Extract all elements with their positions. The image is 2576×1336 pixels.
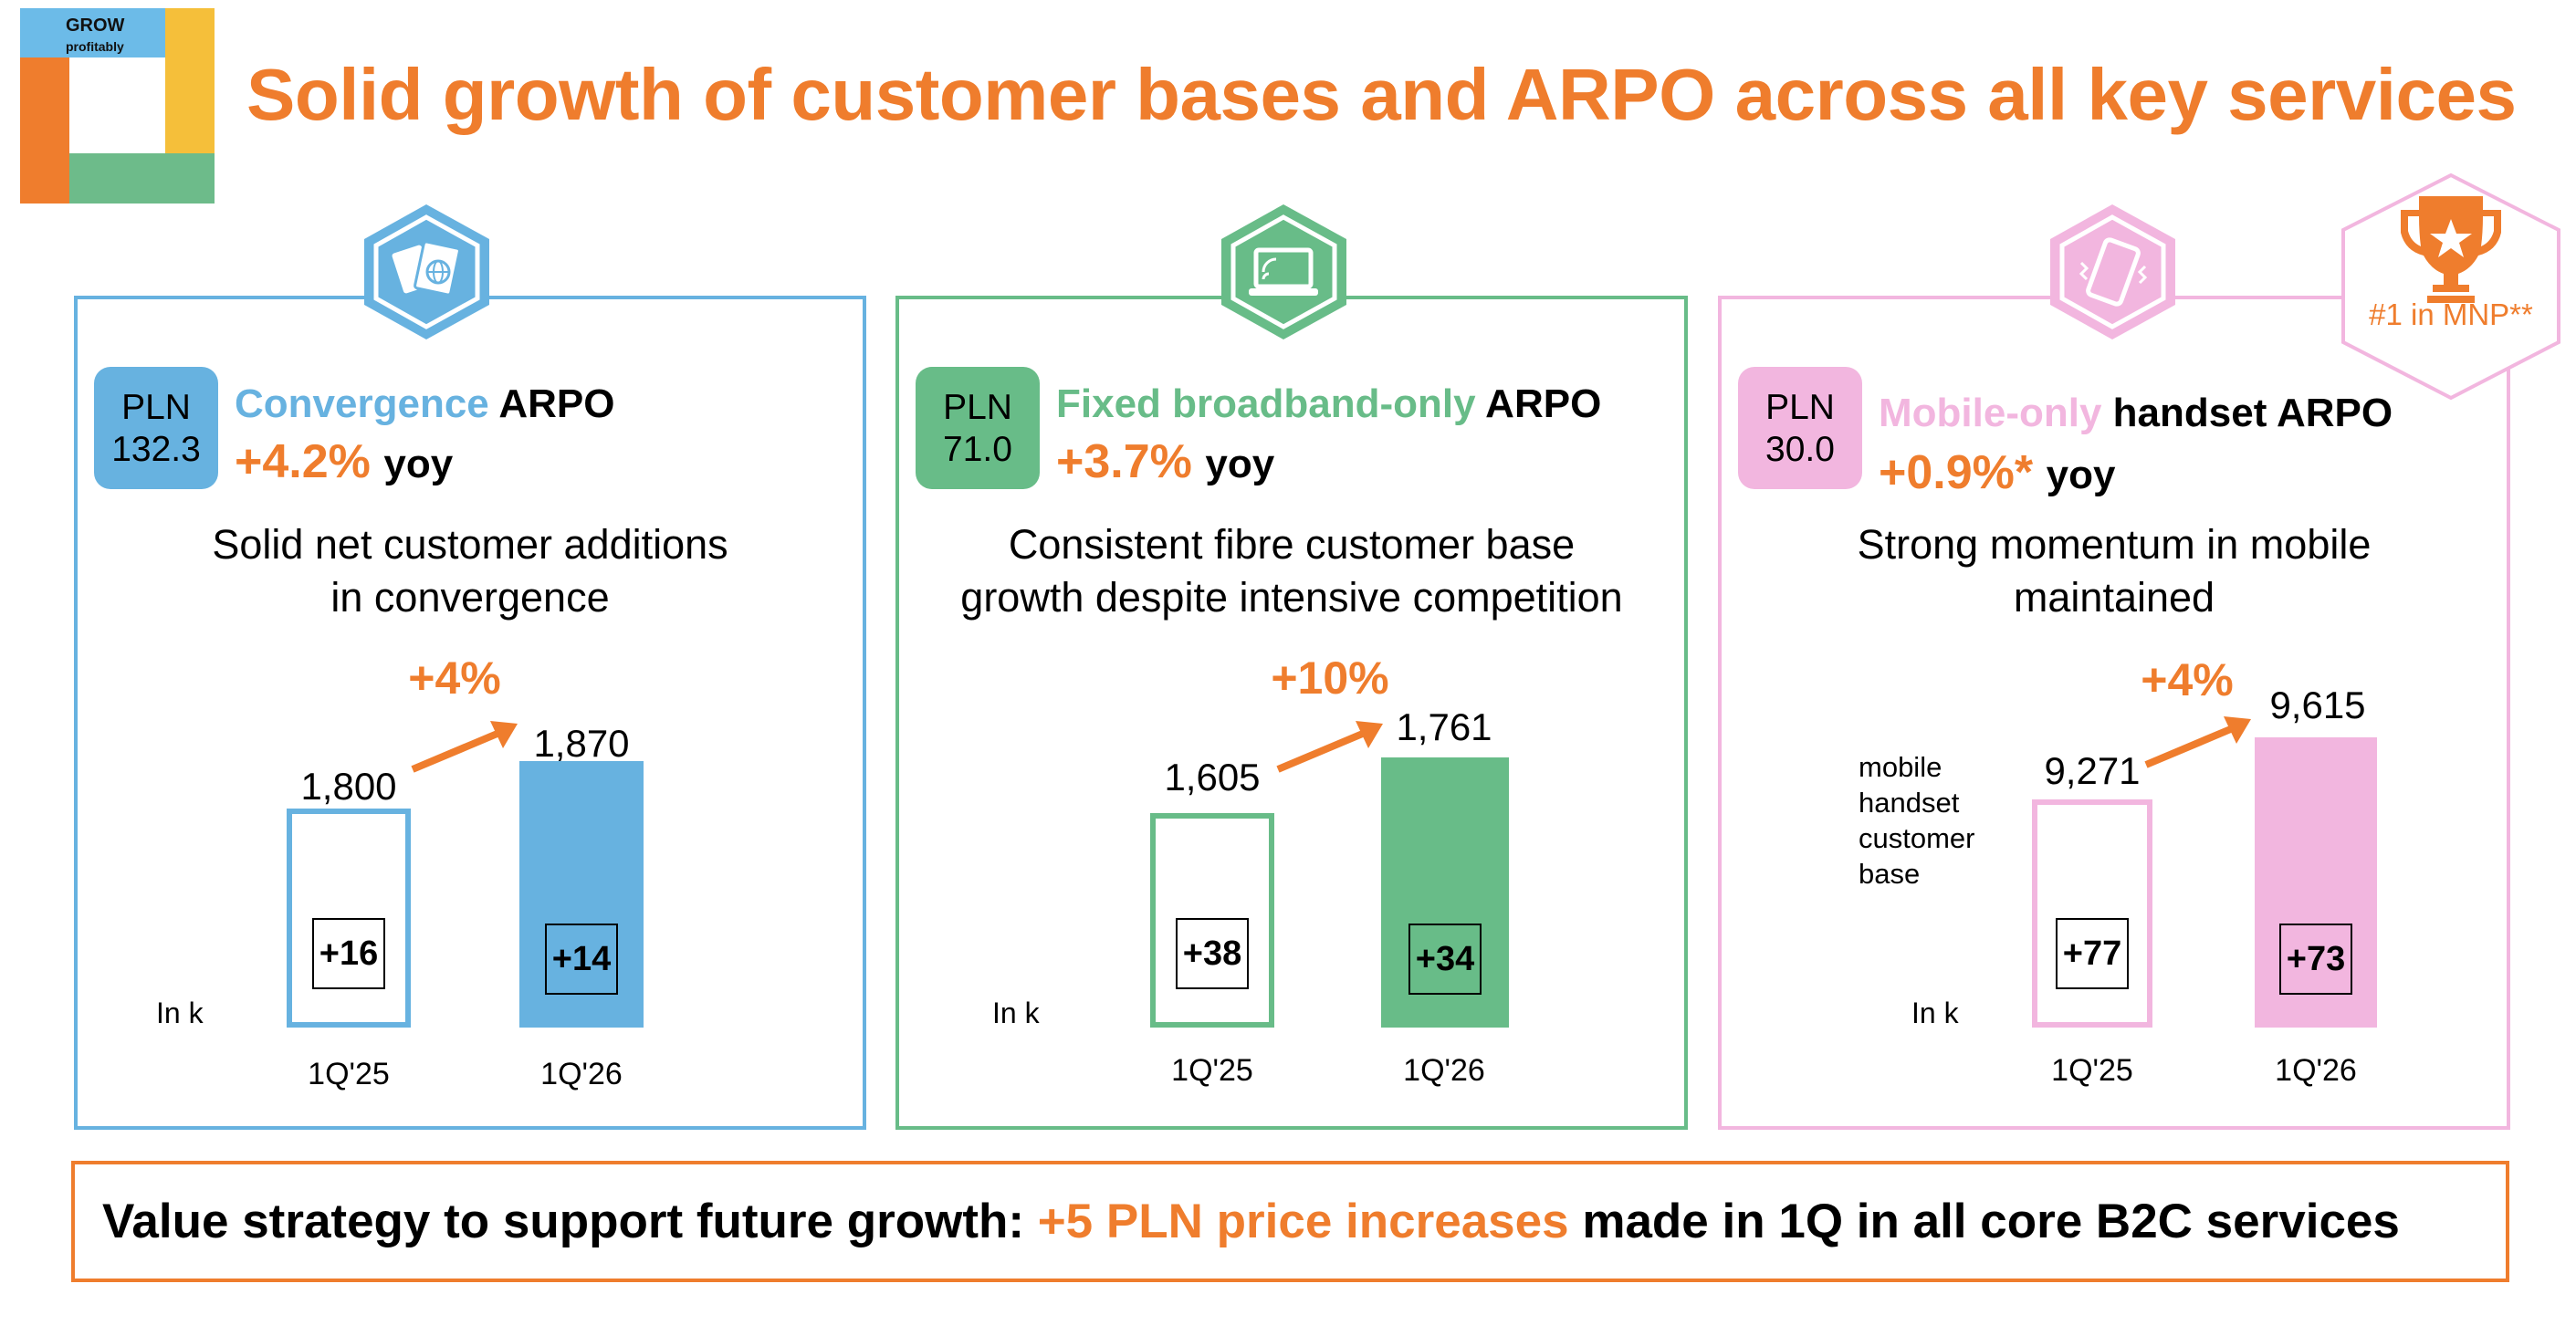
panel-subtitle: Consistent fibre customer base growth des… [899,518,1684,624]
panel-subtitle: Solid net customer additions in convergen… [78,518,863,624]
mobile-panel: PLN 30.0 Mobile-only handset ARPO +0.9%*… [1718,296,2510,1130]
series-label-line: customer [1859,822,1975,854]
yoy-value: +0.9%* [1879,446,2034,499]
net-adds-box: +38 [1176,918,1249,989]
net-adds-box: +14 [545,924,618,995]
laptop-wifi-icon [1221,204,1346,339]
category-label: 1Q'26 [540,1057,623,1091]
banner-text-2: made in 1Q in all core B2C services [1568,1195,2400,1248]
bar-1q26: +34 [1381,757,1509,1028]
arpo-yoy: +3.7% yoy [1056,434,1274,489]
arpo-heading: Convergence ARPO [235,381,614,427]
grow-profitably-logo: GROW profitably [20,8,215,204]
mobile-phone-vibrate-icon [2050,204,2175,339]
arpo-label: ARPO [498,381,615,426]
logo-line1: GROW [66,16,125,36]
growth-label: +4% [2141,654,2234,705]
subtitle-line2: maintained [2013,574,2215,621]
arpo-badge: PLN 132.3 [94,367,218,489]
bar-value: 1,870 [533,722,630,765]
net-adds-box: +77 [2056,918,2129,989]
bar-1q25: +38 [1150,813,1274,1028]
page-title: Solid growth of customer bases and ARPO … [246,54,2517,135]
growth-arrow-icon [2144,716,2251,768]
yoy-label: yoy [383,442,454,486]
arpo-yoy: +4.2% yoy [235,434,453,489]
growth-label: +4% [408,652,501,704]
subtitle-line1: Solid net customer additions [212,521,728,568]
award-badge: #1 in MNP** [2337,173,2565,402]
badge-currency: PLN [1765,388,1835,427]
category-label: 1Q'26 [2275,1053,2357,1088]
yoy-value: +4.2% [235,435,371,488]
panel-subtitle: Strong momentum in mobile maintained [1722,518,2507,624]
category-label: 1Q'26 [1403,1053,1485,1088]
net-adds-box: +34 [1408,924,1482,995]
unit-label: In k [156,997,204,1029]
yoy-label: yoy [2046,453,2116,497]
badge-value: 132.3 [111,430,201,469]
arpo-badge: PLN 30.0 [1738,367,1862,489]
category-label: 1Q'25 [308,1057,390,1091]
net-adds-box: +73 [2279,924,2352,995]
bar-1q25: +16 [287,809,411,1028]
badge-value: 71.0 [943,430,1012,469]
category-label: 1Q'25 [1171,1053,1253,1088]
bar-value: 1,800 [300,765,397,808]
fixed-broadband-panel: PLN 71.0 Fixed broadband-only ARPO +3.7%… [895,296,1688,1130]
bar-1q25: +77 [2032,799,2152,1028]
arpo-heading: Mobile-only handset ARPO [1879,391,2393,436]
badge-currency: PLN [943,388,1012,427]
arpo-service: Mobile-only [1879,391,2102,435]
arpo-label: handset ARPO [2112,391,2393,435]
arpo-label: ARPO [1485,381,1602,426]
net-adds-box: +16 [312,918,385,989]
arpo-yoy: +0.9%* yoy [1879,445,2115,500]
series-label-line: mobile [1859,751,1942,783]
subtitle-line2: in convergence [330,574,610,621]
arpo-heading: Fixed broadband-only ARPO [1056,381,1601,427]
yoy-value: +3.7% [1056,435,1192,488]
value-strategy-banner: Value strategy to support future growth:… [71,1161,2509,1282]
series-label-line: handset [1859,787,1960,819]
bar-value: 1,605 [1164,756,1261,798]
bar-1q26: +14 [519,761,644,1028]
badge-value: 30.0 [1765,430,1835,469]
yoy-label: yoy [1205,442,1275,486]
subtitle-line1: Consistent fibre customer base [1008,521,1576,568]
arpo-service: Fixed broadband-only [1056,381,1476,426]
unit-label: In k [992,997,1040,1029]
badge-currency: PLN [121,388,191,427]
arpo-service: Convergence [235,381,489,426]
bar-value: 9,615 [2269,684,2366,726]
category-label: 1Q'25 [2051,1053,2133,1088]
growth-arrow-icon [1276,721,1383,773]
bar-value: 9,271 [2044,749,2141,792]
bar-1q26: +73 [2255,737,2377,1028]
subtitle-line2: growth despite intensive competition [960,574,1623,621]
banner-highlight: +5 PLN price increases [1037,1195,1569,1248]
subtitle-line1: Strong momentum in mobile [1857,521,2372,568]
award-label: #1 in MNP** [2369,297,2533,331]
trophy-star-icon [2401,196,2501,303]
series-label-line: base [1859,858,1921,890]
arpo-badge: PLN 71.0 [916,367,1040,489]
convergence-cards-globe-icon [364,204,489,339]
convergence-panel: PLN 132.3 Convergence ARPO +4.2% yoy Sol… [74,296,866,1130]
series-label: mobile handset customer base [1859,749,1974,892]
banner-text-1: Value strategy to support future growth: [102,1195,1038,1248]
unit-label: In k [1911,997,1959,1029]
growth-label: +10% [1271,652,1389,704]
growth-arrow-icon [411,721,518,773]
bar-value: 1,761 [1396,705,1492,748]
logo-line2: profitably [66,39,124,54]
